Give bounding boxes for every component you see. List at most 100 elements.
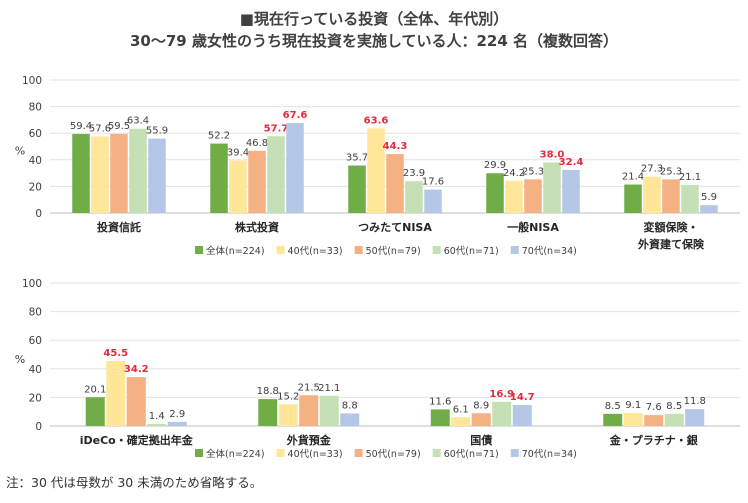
- bar: [110, 133, 128, 213]
- bar: [126, 377, 146, 426]
- legend-swatch: [510, 449, 519, 457]
- y-tick-label: 80: [29, 102, 42, 114]
- data-label: 24.2: [503, 168, 525, 179]
- y-tick-label: 100: [22, 75, 42, 87]
- data-label: 21.4: [622, 172, 644, 183]
- bar: [367, 128, 385, 213]
- data-label: 8.9: [473, 400, 489, 411]
- bar: [229, 160, 247, 213]
- category-label: 国債: [470, 433, 492, 447]
- bar: [486, 173, 504, 213]
- legend-swatch: [276, 449, 285, 457]
- legend-swatch: [510, 246, 519, 254]
- data-label: 25.3: [660, 166, 682, 177]
- data-label: 2.9: [169, 409, 185, 420]
- y-tick-label: 80: [29, 307, 42, 319]
- y-tick-label: 20: [29, 392, 42, 404]
- bar: [492, 401, 512, 426]
- bar: [340, 413, 360, 426]
- bar: [286, 123, 304, 213]
- bar: [643, 176, 661, 213]
- legend-swatch: [354, 246, 363, 254]
- y-tick-label: 0: [35, 421, 42, 433]
- bar: [664, 413, 684, 426]
- bar: [148, 138, 166, 213]
- data-label: 27.3: [641, 164, 663, 175]
- category-label: 投資信託: [97, 220, 141, 234]
- data-label: 17.6: [422, 177, 444, 188]
- bar: [524, 179, 542, 213]
- y-axis-label: %: [15, 144, 25, 157]
- data-label: 18.8: [257, 386, 279, 397]
- data-label: 57.6: [89, 123, 111, 134]
- data-label: 29.9: [484, 160, 506, 171]
- data-label: 8.8: [342, 400, 358, 411]
- y-tick-label: 100: [22, 278, 42, 290]
- data-label: 34.2: [124, 364, 149, 375]
- data-label: 20.1: [84, 384, 106, 395]
- bar: [685, 409, 705, 426]
- data-label: 8.5: [605, 401, 621, 412]
- data-label: 5.9: [701, 192, 717, 203]
- bar: [147, 423, 167, 426]
- legend-entry: 全体(n=224): [206, 448, 265, 460]
- legend-entry: 40代(n=33): [288, 246, 343, 257]
- bar: [348, 165, 366, 213]
- data-label: 8.5: [666, 401, 682, 412]
- bar: [299, 395, 319, 426]
- data-label: 21.1: [318, 383, 340, 394]
- chart-title: ■現在行っている投資（全体、年代別）: [239, 10, 509, 28]
- data-label: 59.4: [70, 121, 92, 132]
- data-label: 52.2: [208, 131, 230, 142]
- y-tick-label: 20: [29, 181, 42, 193]
- bar: [106, 360, 126, 426]
- y-tick-label: 0: [35, 208, 42, 220]
- legend-swatch: [195, 449, 203, 457]
- data-label: 11.8: [684, 396, 706, 407]
- category-label: 一般NISA: [507, 220, 559, 234]
- y-tick-label: 60: [29, 128, 42, 140]
- data-label: 1.4: [149, 411, 165, 422]
- legend-entry: 40代(n=33): [288, 449, 343, 460]
- legend-entry: 60代(n=71): [444, 246, 499, 257]
- data-label: 32.4: [559, 157, 584, 168]
- data-label: 59.5: [108, 121, 130, 132]
- data-label: 63.6: [364, 115, 389, 126]
- legend-entry: 全体(n=224): [206, 245, 265, 257]
- bar: [405, 181, 423, 213]
- data-label: 63.4: [127, 116, 149, 127]
- chart-subtitle: 30～79 歳女性のうち現在投資を実施している人：224 名（複数回答）: [129, 32, 619, 50]
- legend-entry: 60代(n=71): [444, 449, 499, 460]
- bar: [278, 404, 298, 426]
- y-tick-label: 60: [29, 335, 42, 347]
- data-label: 7.6: [646, 402, 662, 413]
- bar: [471, 413, 491, 426]
- bar: [543, 162, 561, 213]
- data-label: 25.3: [522, 166, 544, 177]
- bar: [167, 421, 187, 426]
- category-label: 外資建て保険: [637, 237, 705, 251]
- bar: [424, 189, 442, 213]
- data-label: 11.6: [429, 396, 451, 407]
- data-label: 14.7: [510, 392, 535, 403]
- bar: [430, 409, 450, 426]
- bar: [210, 143, 228, 213]
- data-label: 35.7: [346, 153, 368, 164]
- data-label: 21.1: [679, 172, 701, 183]
- bar: [644, 415, 664, 426]
- data-label: 46.8: [246, 138, 268, 149]
- data-label: 57.7: [264, 123, 289, 134]
- data-label: 67.6: [283, 110, 308, 121]
- bar: [562, 169, 580, 213]
- bar: [85, 397, 105, 426]
- bar: [603, 413, 623, 426]
- footnote: 注：30 代は母数が 30 未満のため省略する。: [6, 475, 263, 490]
- legend-entry: 70代(n=34): [522, 449, 577, 460]
- data-label: 16.9: [489, 389, 514, 400]
- legend-swatch: [432, 449, 441, 457]
- bar: [624, 184, 642, 213]
- bar: [623, 412, 643, 426]
- bar: [267, 136, 285, 213]
- data-label: 15.2: [277, 391, 299, 402]
